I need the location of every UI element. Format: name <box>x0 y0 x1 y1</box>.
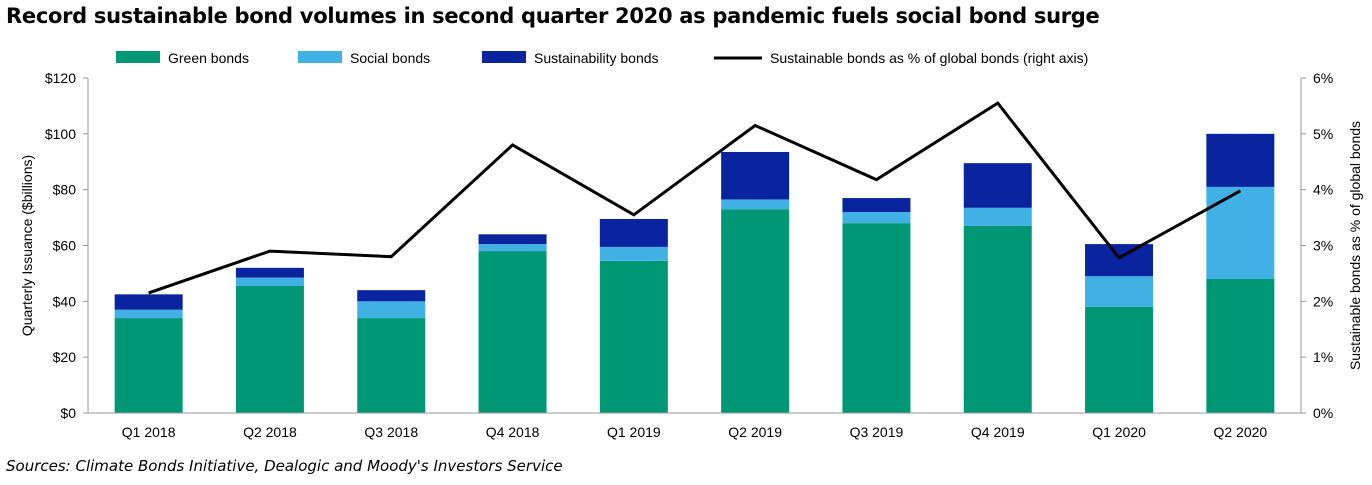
legend-swatch-1 <box>298 51 342 63</box>
legend-swatch-0 <box>116 51 160 63</box>
bar-sustainability-bonds-2 <box>357 290 426 302</box>
x-tick-label: Q1 2019 <box>607 424 661 440</box>
bars <box>114 133 1275 413</box>
bar-green-bonds-3 <box>478 251 547 413</box>
bar-sustainability-bonds-0 <box>114 294 183 310</box>
x-tick-label: Q4 2019 <box>971 424 1025 440</box>
legend-label-1: Social bonds <box>350 50 430 66</box>
y2-axis-title: Sustainable bonds as % of global bonds <box>1347 121 1363 370</box>
bar-social-bonds-5 <box>721 199 790 210</box>
bar-social-bonds-8 <box>1085 276 1154 307</box>
y2-tick-label: 4% <box>1313 182 1333 198</box>
bar-social-bonds-3 <box>478 244 547 252</box>
bar-green-bonds-7 <box>963 225 1032 413</box>
y2-tick-label: 3% <box>1313 238 1333 254</box>
bar-green-bonds-2 <box>357 318 426 413</box>
bar-sustainability-bonds-8 <box>1085 244 1154 277</box>
y2-tick-label: 6% <box>1313 70 1333 86</box>
y-axis-right: 0% 1% 2% 3% 4% 5% 6% Sustainable bonds as % of … <box>1300 70 1363 421</box>
bar-social-bonds-0 <box>114 309 183 319</box>
bar-sustainability-bonds-5 <box>721 151 790 200</box>
y2-tick-label: 2% <box>1313 293 1333 309</box>
x-tick-label: Q1 2018 <box>122 424 176 440</box>
bar-sustainability-bonds-6 <box>842 198 911 212</box>
source-note: Sources: Climate Bonds Initiative, Dealo… <box>6 457 563 475</box>
y-axis-title: Quarterly Issuance ($billions) <box>19 155 35 336</box>
x-tick-label: Q1 2020 <box>1092 424 1146 440</box>
y-tick-label: $60 <box>53 238 77 254</box>
bar-green-bonds-8 <box>1085 306 1154 413</box>
legend: Green bonds Social bonds Sustainability bo… <box>116 50 1088 66</box>
bar-social-bonds-6 <box>842 212 911 224</box>
x-tick-label: Q3 2018 <box>364 424 418 440</box>
y-tick-label: $40 <box>53 293 77 309</box>
bar-social-bonds-9 <box>1206 186 1275 279</box>
legend-label-0: Green bonds <box>168 50 249 66</box>
y-tick-label: $80 <box>53 182 77 198</box>
y-tick-label: $20 <box>53 349 77 365</box>
legend-label-2: Sustainability bonds <box>534 50 659 66</box>
x-tick-label: Q4 2018 <box>486 424 540 440</box>
bar-green-bonds-4 <box>599 260 668 413</box>
y-tick-label: $0 <box>60 405 76 421</box>
percent-line-path <box>148 101 1242 295</box>
x-tick-label: Q2 2019 <box>728 424 782 440</box>
y2-tick-label: 0% <box>1313 405 1333 421</box>
y-tick-label: $120 <box>45 70 76 86</box>
bar-green-bonds-1 <box>235 285 304 413</box>
bar-social-bonds-4 <box>599 246 668 261</box>
y-tick-label: $100 <box>45 126 76 142</box>
bar-social-bonds-2 <box>357 301 426 319</box>
bar-sustainability-bonds-3 <box>478 234 547 245</box>
bar-green-bonds-5 <box>721 209 790 413</box>
bar-sustainability-bonds-9 <box>1206 133 1275 187</box>
x-tick-label: Q2 2018 <box>243 424 297 440</box>
bar-green-bonds-9 <box>1206 279 1275 413</box>
bar-sustainability-bonds-7 <box>963 163 1032 208</box>
bar-sustainability-bonds-1 <box>235 267 304 278</box>
bar-social-bonds-7 <box>963 207 1032 226</box>
bar-sustainability-bonds-4 <box>599 218 668 247</box>
legend-label-3: Sustainable bonds as % of global bonds (… <box>770 50 1088 66</box>
bar-green-bonds-0 <box>114 318 183 413</box>
bar-social-bonds-1 <box>235 277 304 286</box>
legend-swatch-2 <box>482 51 526 63</box>
y-axis-left: $0 $20 $40 $60 $80 $100 $120 Quarterly Issuance… <box>19 70 89 421</box>
x-tick-label: Q3 2019 <box>850 424 904 440</box>
x-tick-label: Q2 2020 <box>1213 424 1267 440</box>
x-axis: Q1 2018 Q2 2018 Q3 2018 Q4 2018 Q1 2019 Q2 20… <box>88 412 1301 440</box>
y2-tick-label: 1% <box>1313 349 1333 365</box>
percent-line <box>148 101 1242 295</box>
bar-green-bonds-6 <box>842 223 911 413</box>
chart-title: Record sustainable bond volumes in secon… <box>6 4 1100 28</box>
y2-tick-label: 5% <box>1313 126 1333 142</box>
